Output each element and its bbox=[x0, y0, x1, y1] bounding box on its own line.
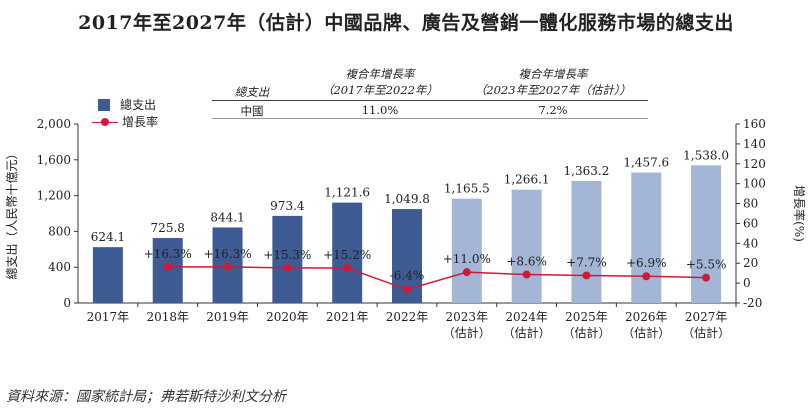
cagr-col1-value: 11.0% bbox=[361, 103, 399, 117]
x-tick-label: 2019年 bbox=[206, 310, 249, 324]
x-tick-sublabel: （估計） bbox=[503, 325, 551, 340]
cagr-table: 總支出 複合年增長率 （2017年至2022年） 複合年增長率 （2023年至2… bbox=[0, 62, 812, 122]
bar-value-label: 1,538.0 bbox=[683, 148, 729, 162]
growth-rate-point bbox=[283, 263, 292, 272]
x-tick-label: 2024年 bbox=[505, 310, 548, 324]
growth-rate-label: +6.9% bbox=[626, 256, 667, 270]
legend-item-line: 增長率 bbox=[92, 113, 158, 130]
bar-value-label: 624.1 bbox=[91, 230, 125, 244]
bar-value-label: 1,121.6 bbox=[324, 186, 370, 200]
growth-rate-point bbox=[522, 270, 531, 279]
x-tick-label: 2026年 bbox=[625, 310, 668, 324]
bar bbox=[272, 215, 303, 303]
bar bbox=[92, 247, 123, 303]
cagr-header-label: 總支出 bbox=[234, 85, 270, 99]
growth-rate-label: +15.3% bbox=[263, 248, 311, 262]
growth-rate-point bbox=[403, 285, 411, 294]
y-tick-label-left: 400 bbox=[48, 260, 71, 274]
legend-bar-swatch bbox=[98, 98, 110, 111]
growth-rate-point bbox=[343, 263, 352, 272]
x-tick-label: 2023年 bbox=[446, 310, 489, 324]
bar-value-label: 1,266.1 bbox=[504, 173, 550, 187]
growth-rate-label: +15.2% bbox=[323, 248, 371, 262]
x-tick-label: 2022年 bbox=[386, 310, 429, 324]
y-tick-label-left: 2,000 bbox=[37, 117, 71, 131]
chart-legend: 總支出 增長率 bbox=[92, 96, 158, 130]
bar-value-label: 1,363.2 bbox=[564, 164, 610, 178]
growth-rate-label: +16.3% bbox=[203, 247, 251, 261]
growth-rate-label: +5.5% bbox=[686, 258, 727, 272]
y-tick-label-left: 1,600 bbox=[37, 153, 71, 167]
bar bbox=[691, 165, 722, 303]
y-tick-label-left: 1,200 bbox=[37, 189, 71, 203]
growth-rate-point bbox=[702, 273, 711, 282]
source-note: 資料來源：國家統計局；弗若斯特沙利文分析 bbox=[6, 389, 286, 405]
y-tick-label-right: 100 bbox=[743, 177, 766, 191]
y-tick-label-right: 0 bbox=[743, 276, 751, 290]
bar bbox=[511, 189, 542, 303]
cagr-col2-period: （2023年至2027年（估計）） bbox=[474, 83, 632, 97]
growth-rate-point bbox=[642, 272, 651, 281]
x-tick-sublabel: （估計） bbox=[682, 325, 730, 340]
cagr-col1-title: 複合年增長率 bbox=[345, 67, 415, 81]
growth-rate-label: -6.4% bbox=[390, 268, 425, 282]
x-tick-label: 2018年 bbox=[146, 310, 189, 324]
bar-value-label: 1,049.8 bbox=[384, 192, 430, 206]
growth-rate-point bbox=[462, 268, 471, 277]
bar-value-label: 725.8 bbox=[151, 221, 185, 235]
y-axis-title-left: 總支出（人民幣十億元） bbox=[4, 147, 19, 279]
y-tick-label-right: 160 bbox=[743, 117, 766, 131]
y-tick-label-right: 80 bbox=[743, 197, 758, 211]
bar bbox=[451, 198, 482, 303]
cagr-row-label: 中國 bbox=[240, 104, 264, 118]
legend-line-swatch bbox=[92, 116, 118, 128]
legend-line-label: 增長率 bbox=[122, 115, 159, 129]
y-tick-label-right: 60 bbox=[743, 216, 758, 230]
growth-rate-point bbox=[163, 262, 172, 271]
bar bbox=[332, 202, 363, 303]
x-tick-label: 2021年 bbox=[326, 310, 369, 324]
bar-value-label: 1,165.5 bbox=[444, 182, 490, 196]
x-tick-label: 2027年 bbox=[685, 310, 728, 324]
cagr-col1-period: （2017年至2022年） bbox=[321, 83, 439, 97]
y-tick-label-right: 20 bbox=[743, 256, 758, 270]
bar bbox=[571, 180, 602, 303]
y-tick-label-right: -20 bbox=[743, 296, 762, 310]
cagr-header-rule bbox=[212, 100, 648, 101]
growth-rate-label: +11.0% bbox=[443, 252, 491, 266]
growth-rate-label: +7.7% bbox=[566, 255, 607, 269]
x-tick-label: 2020年 bbox=[266, 310, 309, 324]
bar-value-label: 844.1 bbox=[210, 210, 244, 224]
x-tick-label: 2017年 bbox=[87, 310, 130, 324]
legend-bar-label: 總支出 bbox=[120, 98, 157, 112]
growth-rate-label: +16.3% bbox=[144, 247, 192, 261]
growth-rate-point bbox=[582, 271, 591, 280]
y-axis-title-right: 增長率(%) bbox=[792, 185, 807, 242]
x-tick-sublabel: （估計） bbox=[562, 325, 610, 340]
growth-rate-point bbox=[223, 262, 232, 271]
cagr-col2-title: 複合年增長率 bbox=[518, 67, 588, 81]
y-tick-label-right: 120 bbox=[743, 157, 766, 171]
x-tick-sublabel: （估計） bbox=[443, 325, 491, 340]
bar bbox=[631, 172, 662, 303]
growth-rate-line bbox=[167, 266, 707, 291]
growth-rate-label: +8.6% bbox=[506, 255, 547, 269]
cagr-bottom-rule bbox=[212, 118, 648, 119]
chart-title: 2017年至2027年（估計）中國品牌、廣告及營銷一體化服務市場的總支出 bbox=[78, 12, 734, 34]
x-tick-sublabel: （估計） bbox=[622, 325, 670, 340]
bar-value-label: 973.4 bbox=[270, 199, 305, 213]
y-tick-label-right: 40 bbox=[743, 236, 758, 250]
cagr-col2-value: 7.2% bbox=[538, 103, 568, 117]
y-tick-label-left: 0 bbox=[63, 296, 71, 310]
bar-value-label: 1,457.6 bbox=[623, 156, 669, 170]
x-tick-label: 2025年 bbox=[565, 310, 608, 324]
y-tick-label-left: 800 bbox=[48, 224, 71, 238]
y-tick-label-right: 140 bbox=[743, 137, 766, 151]
legend-item-bar: 總支出 bbox=[92, 96, 158, 113]
